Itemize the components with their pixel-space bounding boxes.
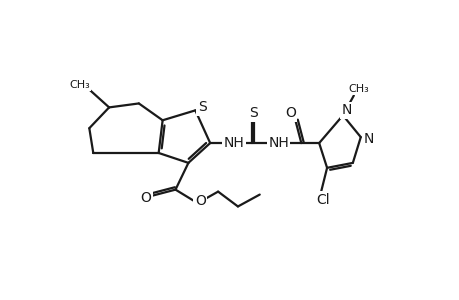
Text: N: N (341, 103, 351, 117)
Text: O: O (285, 106, 295, 120)
Text: O: O (195, 194, 205, 208)
Text: NH: NH (268, 136, 288, 150)
Text: CH₃: CH₃ (69, 80, 90, 90)
Text: Cl: Cl (316, 193, 329, 206)
Text: S: S (249, 106, 257, 120)
Text: CH₃: CH₃ (69, 80, 90, 90)
Text: Cl: Cl (316, 193, 329, 206)
Text: S: S (249, 106, 257, 120)
Text: S: S (197, 100, 206, 114)
Text: N: N (363, 132, 373, 146)
Text: NH: NH (223, 136, 244, 150)
Text: CH₃: CH₃ (347, 84, 369, 94)
Text: O: O (285, 106, 295, 120)
Text: NH: NH (223, 136, 244, 150)
Text: N: N (363, 132, 373, 146)
Text: S: S (197, 100, 206, 114)
Text: CH₃: CH₃ (347, 84, 369, 94)
Text: O: O (140, 190, 151, 205)
Text: NH: NH (268, 136, 288, 150)
Text: N: N (341, 103, 351, 117)
Text: O: O (195, 194, 205, 208)
Text: O: O (140, 190, 151, 205)
